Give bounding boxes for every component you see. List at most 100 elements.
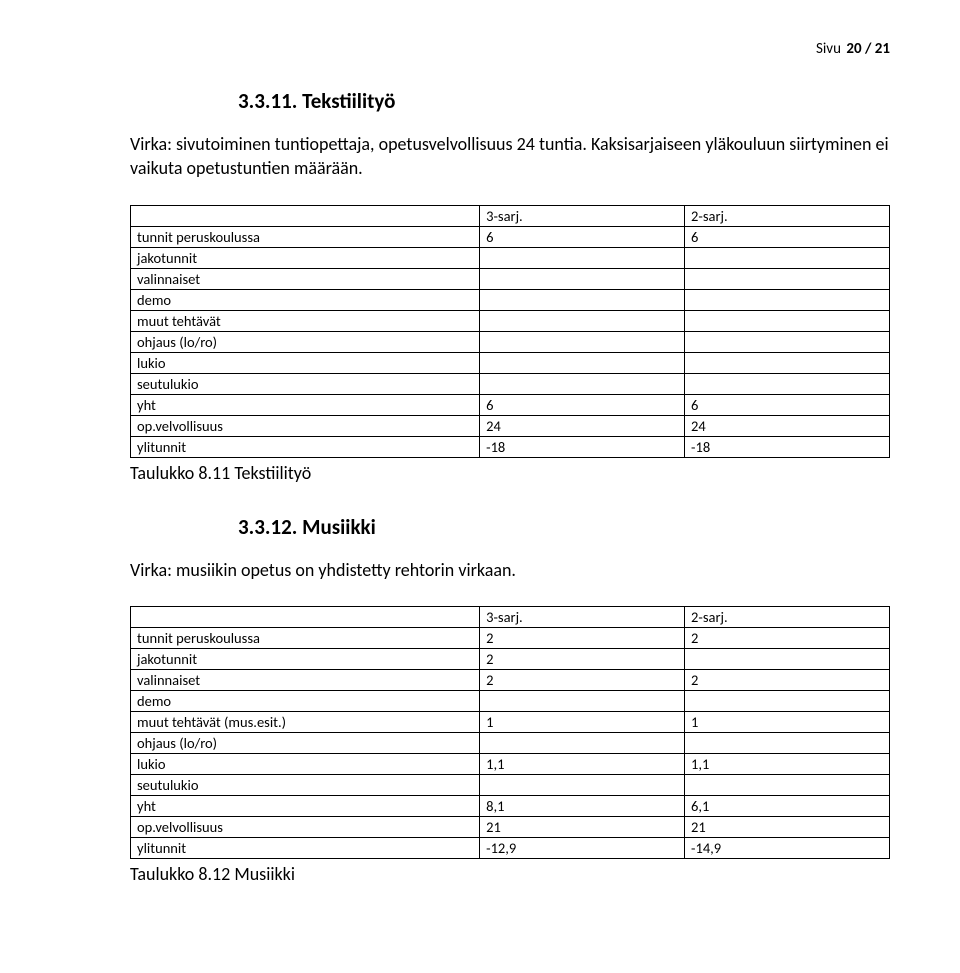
table-header-cell: 2-sarj. — [685, 606, 890, 627]
table-cell: jakotunnit — [131, 648, 480, 669]
section-body-tekstiilityo: Virka: sivutoiminen tuntiopettaja, opetu… — [130, 132, 890, 181]
table-cell: op.velvollisuus — [131, 415, 480, 436]
table-cell — [685, 268, 890, 289]
table-cell — [685, 732, 890, 753]
table-cell — [685, 648, 890, 669]
table-cell — [480, 310, 685, 331]
table-row: jakotunnit — [131, 247, 890, 268]
table-cell: lukio — [131, 352, 480, 373]
table-row: ohjaus (lo/ro) — [131, 732, 890, 753]
table-cell — [480, 732, 685, 753]
table-cell — [685, 331, 890, 352]
table-cell: ohjaus (lo/ro) — [131, 331, 480, 352]
table-cell — [685, 289, 890, 310]
table-cell — [480, 289, 685, 310]
table-row: 3-sarj.2-sarj. — [131, 606, 890, 627]
table-cell: -12,9 — [480, 837, 685, 858]
table-cell — [685, 310, 890, 331]
table-cell: lukio — [131, 753, 480, 774]
table-cell: -14,9 — [685, 837, 890, 858]
table-row: yht66 — [131, 394, 890, 415]
table-cell — [480, 373, 685, 394]
table-cell — [480, 268, 685, 289]
table-header-cell: 3-sarj. — [480, 606, 685, 627]
page-number-value: 20 / 21 — [846, 40, 890, 58]
table-header-cell: 2-sarj. — [685, 205, 890, 226]
section-body-musiikki: Virka: musiikin opetus on yhdistetty reh… — [130, 558, 890, 582]
table-cell — [685, 690, 890, 711]
table-cell: 2 — [685, 669, 890, 690]
table-cell — [480, 774, 685, 795]
table-cell: 1 — [480, 711, 685, 732]
table-cell: yht — [131, 795, 480, 816]
table-musiikki: 3-sarj.2-sarj.tunnit peruskoulussa22jako… — [130, 606, 890, 859]
table-row: op.velvollisuus2121 — [131, 816, 890, 837]
table-cell: -18 — [685, 436, 890, 457]
table-cell: seutulukio — [131, 373, 480, 394]
table-cell: 6 — [480, 226, 685, 247]
table-cell: op.velvollisuus — [131, 816, 480, 837]
table-cell: tunnit peruskoulussa — [131, 627, 480, 648]
page-number: Sivu 20 / 21 — [130, 40, 890, 58]
table-header-cell — [131, 606, 480, 627]
section-heading-musiikki: 3.3.12. Musiikki — [238, 514, 890, 540]
table-cell: 2 — [480, 669, 685, 690]
table-cell: demo — [131, 289, 480, 310]
table-row: muut tehtävät (mus.esit.)11 — [131, 711, 890, 732]
table-row: demo — [131, 690, 890, 711]
table-cell: 6,1 — [685, 795, 890, 816]
table-row: jakotunnit2 — [131, 648, 890, 669]
table-cell: yht — [131, 394, 480, 415]
table-caption-musiikki: Taulukko 8.12 Musiikki — [130, 863, 890, 885]
table-header-cell: 3-sarj. — [480, 205, 685, 226]
table-cell: 8,1 — [480, 795, 685, 816]
table-cell — [480, 352, 685, 373]
table-cell: ylitunnit — [131, 837, 480, 858]
table-cell: 6 — [685, 226, 890, 247]
table-row: lukio1,11,1 — [131, 753, 890, 774]
table-row: ylitunnit-12,9-14,9 — [131, 837, 890, 858]
table-cell: muut tehtävät — [131, 310, 480, 331]
table-cell: seutulukio — [131, 774, 480, 795]
table-cell — [685, 352, 890, 373]
page-number-prefix: Sivu — [816, 40, 844, 58]
table-cell — [480, 247, 685, 268]
table-tekstiilityo: 3-sarj.2-sarj.tunnit peruskoulussa66jako… — [130, 205, 890, 458]
table-cell — [685, 373, 890, 394]
table-cell: demo — [131, 690, 480, 711]
table-row: op.velvollisuus2424 — [131, 415, 890, 436]
table-cell: jakotunnit — [131, 247, 480, 268]
table-cell: valinnaiset — [131, 268, 480, 289]
table-cell — [685, 774, 890, 795]
table-cell: 2 — [480, 648, 685, 669]
table-cell: 1,1 — [685, 753, 890, 774]
table-cell: 24 — [685, 415, 890, 436]
table-cell — [480, 690, 685, 711]
table-header-cell — [131, 205, 480, 226]
table-row: seutulukio — [131, 774, 890, 795]
table-cell: 1,1 — [480, 753, 685, 774]
table-cell: 2 — [480, 627, 685, 648]
table-cell: -18 — [480, 436, 685, 457]
table-row: ylitunnit-18-18 — [131, 436, 890, 457]
table-row: yht8,16,1 — [131, 795, 890, 816]
table-row: demo — [131, 289, 890, 310]
table-row: ohjaus (lo/ro) — [131, 331, 890, 352]
table-row: seutulukio — [131, 373, 890, 394]
table-row: 3-sarj.2-sarj. — [131, 205, 890, 226]
section-heading-tekstiilityo: 3.3.11. Tekstiilityö — [238, 88, 890, 114]
table-cell: ohjaus (lo/ro) — [131, 732, 480, 753]
table-cell: 6 — [480, 394, 685, 415]
table-cell: 21 — [685, 816, 890, 837]
table-cell: 1 — [685, 711, 890, 732]
table-row: muut tehtävät — [131, 310, 890, 331]
table-cell: valinnaiset — [131, 669, 480, 690]
table-row: valinnaiset — [131, 268, 890, 289]
table-cell — [480, 331, 685, 352]
table-body: 3-sarj.2-sarj.tunnit peruskoulussa22jako… — [131, 606, 890, 858]
table-cell: ylitunnit — [131, 436, 480, 457]
table-body: 3-sarj.2-sarj.tunnit peruskoulussa66jako… — [131, 205, 890, 457]
table-cell: muut tehtävät (mus.esit.) — [131, 711, 480, 732]
table-cell — [685, 247, 890, 268]
table-row: lukio — [131, 352, 890, 373]
